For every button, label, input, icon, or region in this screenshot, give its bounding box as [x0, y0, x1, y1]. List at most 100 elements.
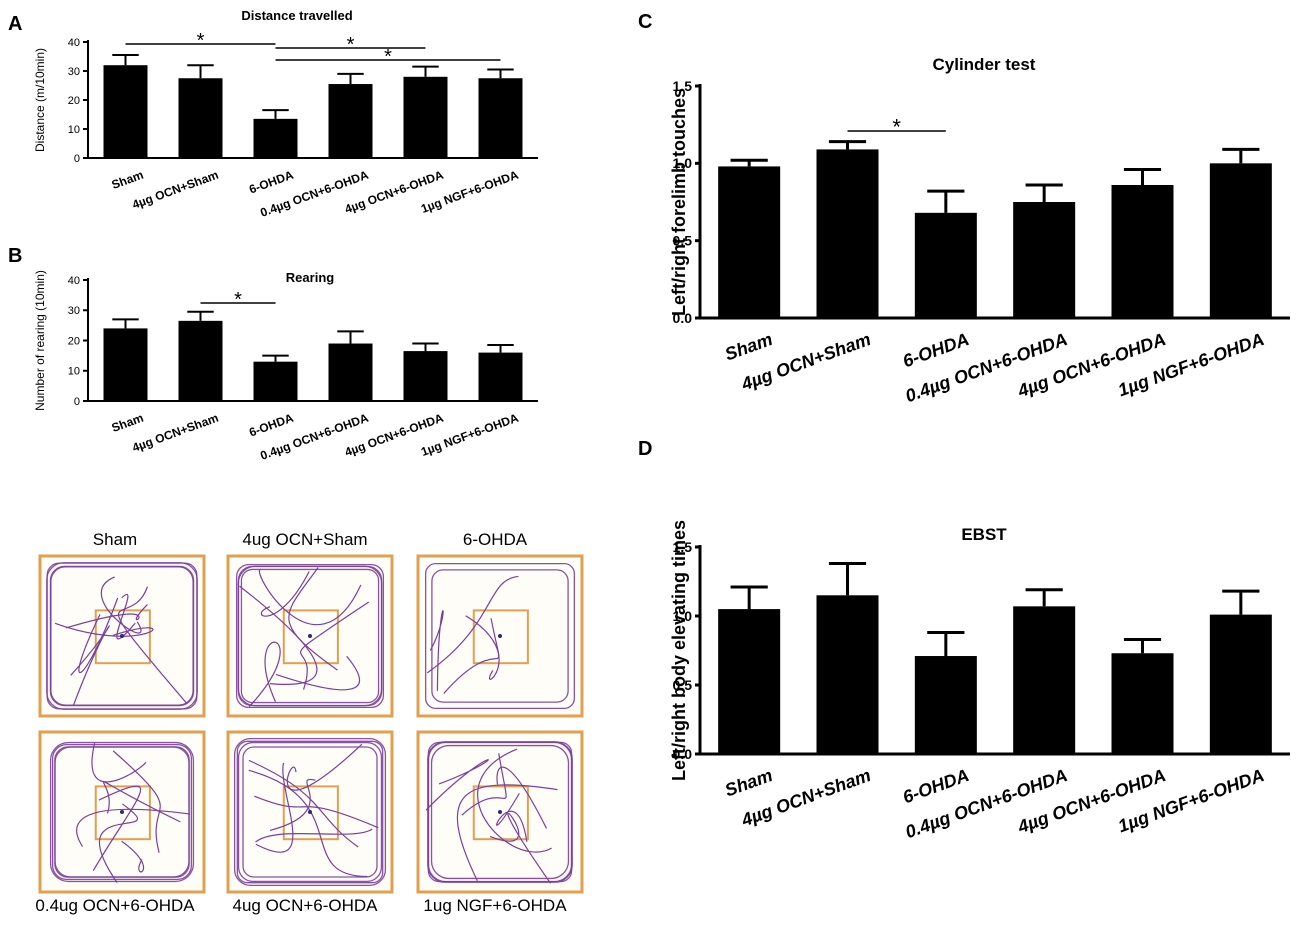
chart-a-category-label: 6-OHDA: [247, 168, 295, 197]
chart-c-significance-star: *: [892, 114, 901, 139]
track-path: [258, 568, 362, 626]
chart-c-bar: [914, 212, 977, 318]
chart-b-title: Rearing: [286, 270, 334, 285]
chart-d-y-tick-label: 1.0: [673, 608, 693, 624]
track-end-point: [120, 634, 124, 638]
track-path: [100, 576, 142, 634]
track-path: [443, 618, 500, 694]
track-end-point: [308, 810, 312, 814]
chart-b-rearing: Rearing Number of rearing (10min) 0 10 20 30 4…: [33, 270, 538, 463]
chart-c-y-tick-label: 1.0: [673, 155, 693, 171]
chart-b-y-tick-label: 20: [68, 335, 80, 347]
track-path: [300, 601, 369, 690]
chart-d-bar: [816, 595, 879, 754]
track-path: [54, 746, 190, 878]
chart-c-bar: [816, 149, 879, 318]
arena-center-zone: [472, 609, 529, 665]
panel-letter-d: D: [638, 438, 652, 460]
chart-a-bar: [478, 78, 523, 158]
chart-c-bar: [718, 166, 781, 318]
track-path: [233, 737, 387, 887]
track-path: [429, 610, 444, 691]
track-path: [118, 586, 188, 705]
track-end-point: [308, 634, 312, 638]
track-path: [51, 743, 193, 881]
chart-a-distance-travelled: Distance travelled Distance (m/10min) 0 10 2…: [33, 8, 538, 220]
chart-b-bar: [478, 352, 523, 401]
panel-letter-c: C: [638, 11, 652, 33]
arena-center-zone: [282, 609, 339, 665]
track-end-point: [498, 634, 502, 638]
track-path: [461, 753, 507, 816]
chart-c-cylinder-test: Cylinder test Left/right forelimb touches…: [669, 55, 1290, 406]
track-path: [456, 784, 558, 882]
chart-a-y-axis-label: Distance (m/10min): [33, 48, 47, 152]
chart-a-significance-star: *: [197, 30, 205, 52]
chart-b-y-tick-label: 40: [68, 275, 80, 287]
track-path: [65, 604, 148, 629]
chart-c-category-label: 0.4µg OCN+6-OHDA: [903, 329, 1070, 406]
track-path: [76, 808, 191, 847]
open-field-track-images: [38, 554, 584, 894]
chart-a-bar: [103, 65, 148, 158]
track-path: [242, 746, 378, 878]
track-path: [425, 759, 489, 811]
track-path: [288, 567, 338, 671]
track-path: [254, 795, 379, 829]
track-path: [426, 575, 519, 674]
chart-c-bar: [1013, 202, 1076, 318]
chart-b-significance-star: *: [234, 289, 242, 311]
chart-c-title: Cylinder test: [933, 55, 1036, 74]
chart-a-category-label: 4µg OCN+Sham: [130, 168, 220, 212]
chart-b-y-tick-label: 10: [68, 366, 80, 378]
track-path: [424, 562, 576, 710]
track-path: [489, 812, 552, 884]
chart-a-y-tick-label: 40: [68, 37, 80, 49]
chart-d-title: EBST: [961, 525, 1007, 544]
chart-a-bar: [328, 84, 373, 158]
track-path: [78, 597, 119, 674]
track-label-4ug-ocn-6-ohda: 4ug OCN+6-OHDA: [232, 896, 378, 915]
chart-b-category-label: 4µg OCN+Sham: [130, 411, 220, 455]
chart-d-bar: [1013, 606, 1076, 754]
track-path: [255, 762, 294, 853]
chart-a-bar: [253, 118, 298, 158]
track-path: [477, 748, 552, 853]
track-path: [235, 563, 385, 709]
chart-a-significance-star: *: [384, 46, 392, 68]
track-path: [465, 615, 500, 680]
chart-b-y-tick-label: 30: [68, 305, 80, 317]
track-path: [49, 741, 195, 883]
chart-a-bar: [403, 76, 448, 158]
chart-b-bar: [403, 351, 448, 401]
track-path: [286, 743, 363, 791]
track-path: [236, 740, 384, 884]
track-label-sham: Sham: [92, 530, 138, 549]
chart-d-y-tick-label: 0.5: [673, 677, 693, 693]
chart-c-y-tick-label: 1.5: [673, 78, 693, 94]
chart-d-bar: [914, 656, 977, 754]
track-path: [248, 641, 281, 708]
track-end-point: [498, 810, 502, 814]
chart-d-bar: [1111, 653, 1174, 754]
chart-d-y-tick-label: 1.5: [673, 539, 693, 555]
chart-a-title: Distance travelled: [241, 8, 352, 23]
track-label-0-4ug-ocn-6-ohda: 0.4ug OCN+6-OHDA: [35, 896, 195, 915]
chart-a-significance-star: *: [347, 34, 355, 56]
track-path: [54, 622, 154, 637]
chart-c-category-label: Sham: [722, 329, 775, 365]
track-path: [46, 562, 198, 710]
track-path: [49, 565, 195, 707]
chart-d-y-tick-label: 0.0: [673, 746, 693, 762]
chart-b-category-label: Sham: [110, 411, 146, 435]
track-path: [121, 840, 144, 873]
track-path: [239, 585, 318, 685]
chart-a-bar: [178, 78, 223, 158]
chart-c-y-tick-label: 0.0: [673, 310, 693, 326]
track-path: [98, 803, 138, 883]
panel-letter-b: B: [8, 245, 22, 267]
chart-c-y-axis-label: Left/right forelimb touches: [669, 88, 689, 316]
chart-b-y-axis-label: Number of rearing (10min): [33, 270, 47, 411]
